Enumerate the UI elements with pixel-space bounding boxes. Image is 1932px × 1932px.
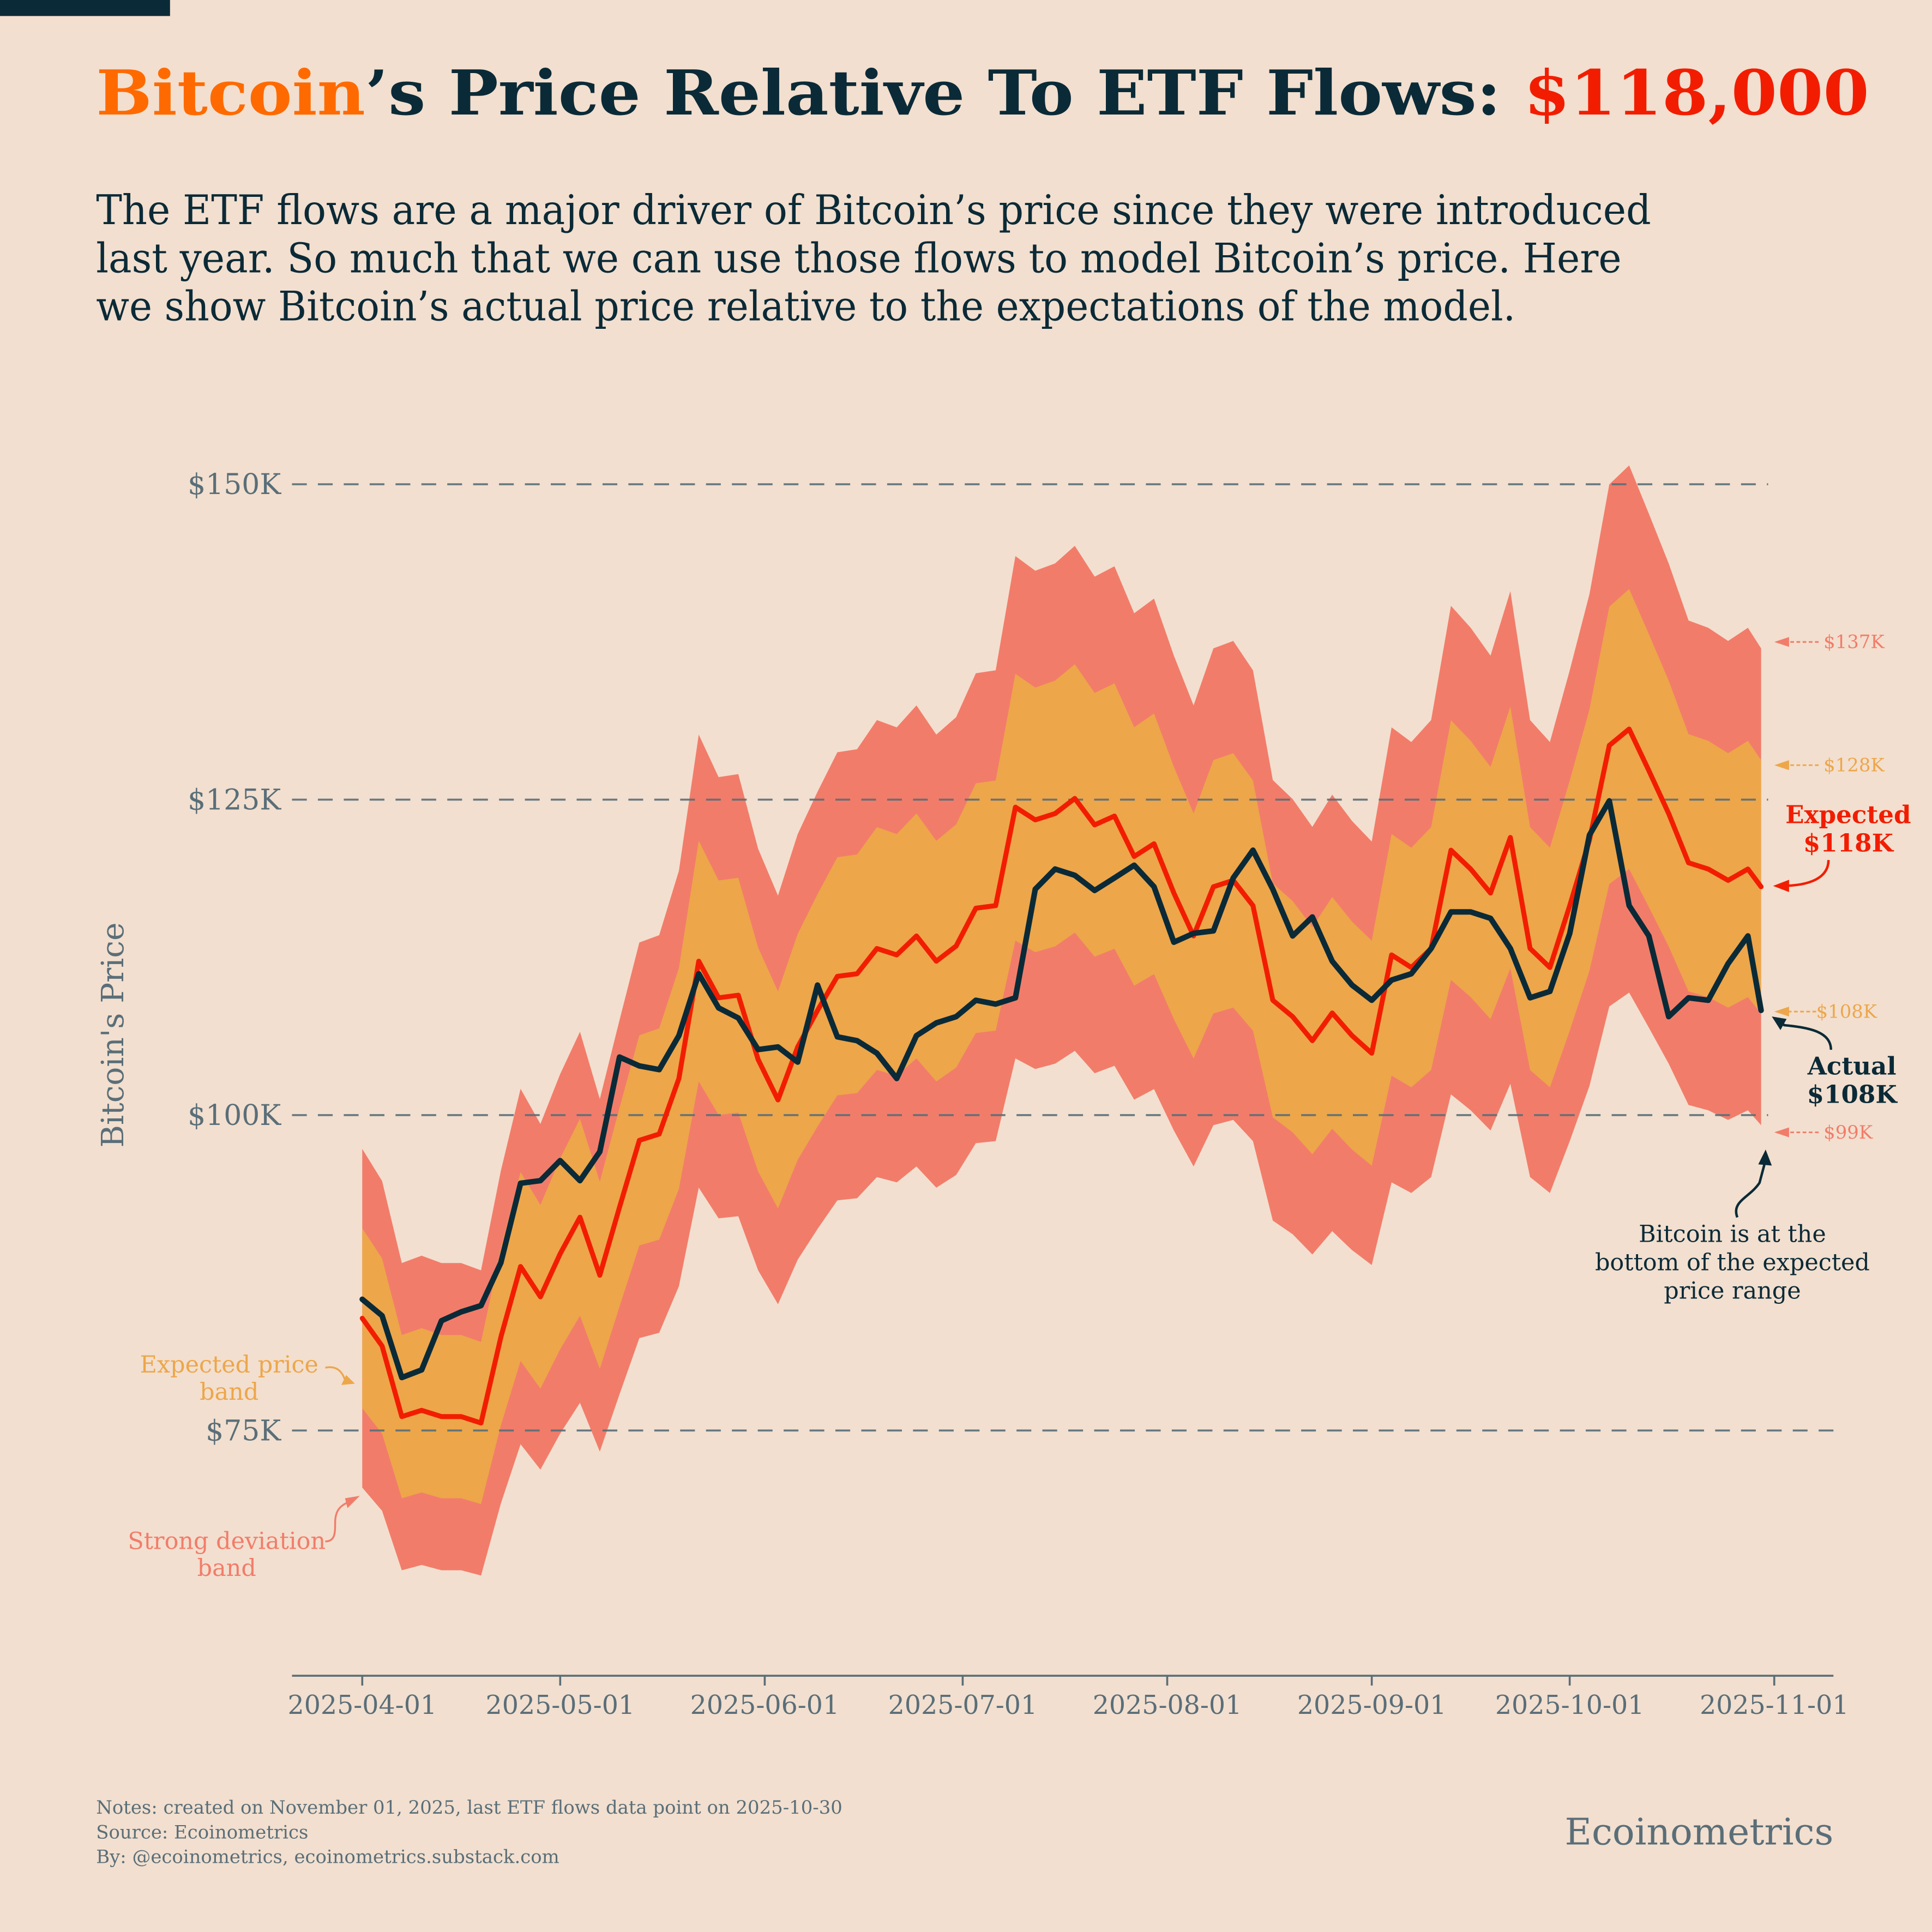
expected-upper-label: $128K xyxy=(1823,754,1885,775)
strong-upper-label: $137K xyxy=(1823,631,1885,653)
title-bitcoin: Bitcoin xyxy=(96,57,365,129)
y-tick-label: $100K xyxy=(188,1099,281,1132)
gridlines xyxy=(292,483,1834,1432)
y-axis-ticks: $150K $125K $100K $75K xyxy=(188,468,281,1447)
x-tick-label: 2025-11-01 xyxy=(1700,1690,1849,1720)
expected-annotation-value: $118K xyxy=(1803,828,1894,857)
strong-band-label: band xyxy=(197,1555,256,1582)
subtitle-line: The ETF flows are a major driver of Bitc… xyxy=(96,186,1651,234)
expected-band-label: Expected price xyxy=(140,1351,318,1379)
title-value: $118,000 xyxy=(1524,57,1869,129)
x-tick-label: 2025-04-01 xyxy=(288,1690,437,1720)
series-layer xyxy=(359,726,1764,1426)
note-line: bottom of the expected xyxy=(1595,1249,1870,1277)
strong-band-label: Strong deviation xyxy=(128,1527,326,1555)
note-line: price range xyxy=(1664,1278,1801,1305)
bottom-note: Bitcoin is at the bottom of the expected… xyxy=(1595,1149,1870,1305)
x-tick-label: 2025-05-01 xyxy=(486,1690,635,1720)
chart-title: Bitcoin’s Price Relative To ETF Flows: $… xyxy=(96,57,1869,129)
band-end-labels: $137K $128K $108K $99K xyxy=(1774,631,1885,1143)
end-value-annotations: Expected $118K Actual $108K xyxy=(1772,800,1911,1109)
x-tick-label: 2025-10-01 xyxy=(1495,1690,1645,1720)
expected-band-label: band xyxy=(200,1379,258,1406)
y-tick-label: $125K xyxy=(188,784,281,817)
expected-annotation-title: Expected xyxy=(1785,800,1911,829)
expected-price-line xyxy=(359,726,1764,1426)
y-tick-label: $75K xyxy=(206,1415,281,1447)
top-accent-bar xyxy=(0,0,170,16)
x-tick-label: 2025-08-01 xyxy=(1093,1690,1242,1720)
arrow-icon xyxy=(341,1375,355,1385)
arrow-icon xyxy=(345,1496,360,1508)
x-tick-label: 2025-09-01 xyxy=(1297,1690,1447,1720)
expected-price-band xyxy=(362,589,1761,1504)
arrow-icon xyxy=(1772,1016,1787,1030)
subtitle-line: last year. So much that we can use those… xyxy=(96,234,1621,282)
x-axis: 2025-04-01 2025-05-01 2025-06-01 2025-07-01… xyxy=(288,1675,1849,1720)
bands-layer xyxy=(362,465,1761,1576)
actual-annotation-value: $108K xyxy=(1807,1080,1898,1109)
arrow-icon xyxy=(1774,637,1789,647)
arrow-icon xyxy=(1774,1007,1789,1017)
footer-notes: Notes: created on November 01, 2025, las… xyxy=(96,1797,842,1867)
expected-lower-label: $108K xyxy=(1816,1001,1877,1022)
actual-price-line xyxy=(359,798,1764,1381)
x-tick-label: 2025-06-01 xyxy=(690,1690,840,1720)
title-middle: ’s Price Relative To ETF Flows: xyxy=(365,57,1524,129)
arrow-icon xyxy=(1773,880,1789,892)
y-axis-label: Bitcoin's Price xyxy=(95,923,131,1148)
footer-byline: By: @ecoinometrics, ecoinometrics.substa… xyxy=(96,1846,559,1867)
strong-deviation-band xyxy=(362,465,1761,1576)
subtitle-line: we show Bitcoin’s actual price relative … xyxy=(96,282,1515,330)
footer-notes-line: Notes: created on November 01, 2025, las… xyxy=(96,1797,842,1818)
arrow-icon xyxy=(1758,1149,1772,1166)
brand-logo: Ecoinometrics xyxy=(1565,1810,1834,1853)
band-legend: Expected price band Strong deviation ban… xyxy=(128,1351,360,1582)
note-line: Bitcoin is at the xyxy=(1639,1221,1826,1248)
strong-lower-label: $99K xyxy=(1823,1122,1873,1143)
arrow-icon xyxy=(1774,760,1789,771)
y-tick-label: $150K xyxy=(188,468,281,501)
actual-annotation-title: Actual xyxy=(1807,1051,1897,1080)
footer-source: Source: Ecoinometrics xyxy=(96,1821,308,1843)
arrow-icon xyxy=(1774,1127,1789,1137)
x-tick-label: 2025-07-01 xyxy=(888,1690,1038,1720)
subtitle: The ETF flows are a major driver of Bitc… xyxy=(96,186,1651,330)
